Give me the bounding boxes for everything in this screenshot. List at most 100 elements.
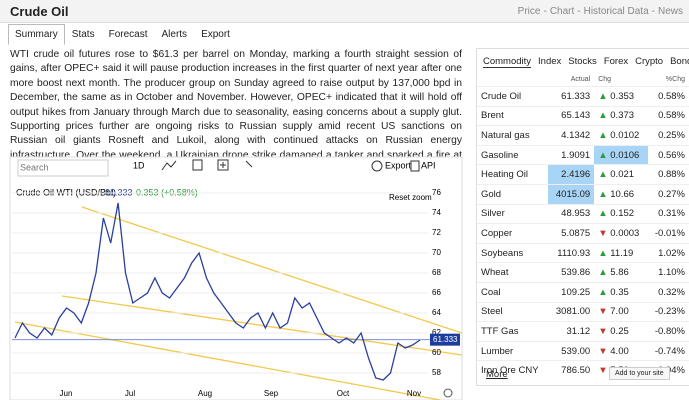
pct-change: 0.27% [647, 183, 689, 205]
widget-button[interactable]: Add to your site [609, 367, 670, 380]
market-tab[interactable]: Index [538, 56, 562, 67]
commodity-name: Gasoline [477, 144, 549, 165]
last-price-label: 61.333 [433, 335, 458, 344]
actual: 3081.00 [548, 301, 595, 322]
pct-change: 0.32% [647, 281, 689, 303]
tab[interactable]: Summary [8, 24, 65, 45]
market-row[interactable]: Gasoline 1.9091 ▲ 0.0106 0.56% [477, 144, 689, 165]
market-tab[interactable]: Stocks [568, 56, 597, 67]
y-tick-label: 62 [432, 328, 441, 337]
more-link[interactable]: More [486, 369, 508, 380]
actual: 48.953 [548, 203, 595, 224]
icon-doc[interactable] [410, 160, 420, 172]
range[interactable]: 1D [133, 160, 145, 170]
x-tick-label: Nov [407, 389, 421, 398]
market-row[interactable]: Soybeans 1110.93 ▲ 11.19 1.02% [477, 242, 689, 263]
trend-arrow: ▼ [598, 306, 611, 318]
change: ▼ 7.00 [594, 301, 648, 322]
icon-calendar[interactable] [192, 159, 203, 171]
change: 0.353 (+0.58%) [136, 187, 198, 197]
market-tab[interactable]: Forex [603, 56, 629, 67]
x-tick-label: Jun [60, 389, 73, 398]
commodity-name: Steel [477, 301, 549, 322]
icon-tool[interactable] [220, 160, 253, 168]
change: ▲ 0.373 [594, 105, 648, 126]
change-value: 0.0106 [610, 149, 640, 161]
trend-line [81, 206, 463, 334]
nav-link[interactable]: Price [517, 6, 541, 17]
change: ▼ 0.0003 [594, 223, 648, 244]
settings-icon[interactable] [443, 388, 453, 398]
nav-link[interactable]: Chart [549, 6, 575, 17]
y-tick-label: 66 [432, 288, 441, 297]
tab[interactable]: Stats [71, 29, 95, 40]
pct-change: 0.88% [647, 164, 689, 185]
pct-change: -0.80% [647, 321, 689, 342]
nav-link[interactable]: News [657, 6, 683, 17]
header: Crude Oil Price - Chart - Historical Data - Ne… [0, 0, 689, 23]
market-tab[interactable]: Bond [670, 56, 689, 67]
market-row[interactable]: Gold 4015.09 ▲ 10.66 0.27% [477, 183, 689, 205]
market-row[interactable]: Lumber 539.00 ▼ 4.00 -0.74% [477, 340, 689, 361]
nav-link[interactable]: Historical Data [583, 6, 649, 17]
tab[interactable]: Alerts [161, 29, 188, 40]
change-value: 0.35 [610, 286, 629, 298]
pct-change: 1.02% [647, 242, 689, 263]
market-row[interactable]: Crude Oil 61.333 ▲ 0.353 0.58% [477, 86, 689, 107]
x-tick-label: Sep [264, 389, 279, 398]
commodity-name: Crude Oil [477, 86, 549, 107]
market-row[interactable]: Heating Oil 2.4196 ▲ 0.021 0.88% [477, 164, 689, 185]
pct-change: 0.58% [647, 86, 689, 107]
trend-arrow: ▼ [598, 325, 611, 337]
actual: 786.50 [548, 360, 595, 380]
trend-arrow: ▼ [598, 227, 611, 239]
reset-zoom[interactable]: Reset zoom [389, 193, 432, 202]
icon-plus[interactable] [217, 159, 229, 171]
commodity-name: Silver [477, 203, 549, 224]
change-value: 0.0003 [610, 227, 640, 239]
export[interactable]: Export [385, 160, 412, 170]
market-row[interactable]: Coal 109.25 ▲ 0.35 0.32% [477, 281, 689, 303]
tab[interactable]: Forecast [108, 29, 148, 40]
y-tick-label: 68 [432, 268, 441, 277]
trend-arrow: ▲ [598, 149, 611, 161]
search-box[interactable] [17, 159, 109, 177]
market-table: Actual Chg %Chg Crude Oil 61.333 ▲ 0.353 0.58%… [477, 72, 689, 380]
trend-arrow: ▲ [598, 286, 611, 298]
market-row[interactable]: Natural gas 4.1342 ▲ 0.0102 0.25% [477, 125, 689, 146]
commodity-name: Brent [477, 105, 549, 126]
market-tabs: Commodity Index Stocks Forex Crypto Bond [477, 49, 689, 72]
change: ▲ 0.152 [594, 203, 648, 224]
y-tick-label: 72 [432, 228, 441, 237]
market-row[interactable]: Steel 3081.00 ▼ 7.00 -0.23% [477, 301, 689, 322]
change-value: 0.021 [610, 169, 635, 181]
actual: 1.9091 [548, 144, 595, 165]
market-row[interactable]: Silver 48.953 ▲ 0.152 0.31% [477, 203, 689, 224]
icon-cloud[interactable] [371, 160, 383, 172]
icon-line[interactable] [161, 160, 177, 171]
column-header: Actual [570, 75, 591, 83]
change: ▲ 0.353 [594, 86, 648, 107]
trend-arrow: ▲ [598, 90, 611, 102]
market-tab[interactable]: Commodity [483, 56, 532, 68]
market-panel: Commodity Index Stocks Forex Crypto Bond Actua… [476, 48, 689, 386]
y-tick-label: 76 [432, 188, 441, 197]
pct-change: -0.01% [647, 223, 689, 244]
y-tick-label: 60 [432, 348, 441, 357]
pct-change: 1.10% [647, 262, 689, 283]
actual: 539.00 [548, 340, 595, 361]
trend-arrow: ▲ [598, 208, 611, 220]
commodity-name: Soybeans [477, 242, 549, 263]
trend-arrow: ▼ [598, 365, 611, 377]
api[interactable]: API [421, 160, 436, 170]
market-row[interactable]: TTF Gas 31.12 ▼ 0.25 -0.80% [477, 321, 689, 342]
market-row[interactable]: Copper 5.0875 ▼ 0.0003 -0.01% [477, 223, 689, 244]
commodity-name: Heating Oil [477, 164, 549, 185]
tab[interactable]: Export [201, 29, 230, 40]
search[interactable]: Search [20, 162, 49, 172]
market-row[interactable]: Brent 65.143 ▲ 0.373 0.58% [477, 105, 689, 126]
market-tab[interactable]: Crypto [635, 56, 664, 67]
market-row[interactable]: Wheat 539.86 ▲ 5.86 1.10% [477, 262, 689, 283]
y-tick-label: 70 [432, 248, 441, 257]
actual: 61.333 [548, 86, 595, 107]
